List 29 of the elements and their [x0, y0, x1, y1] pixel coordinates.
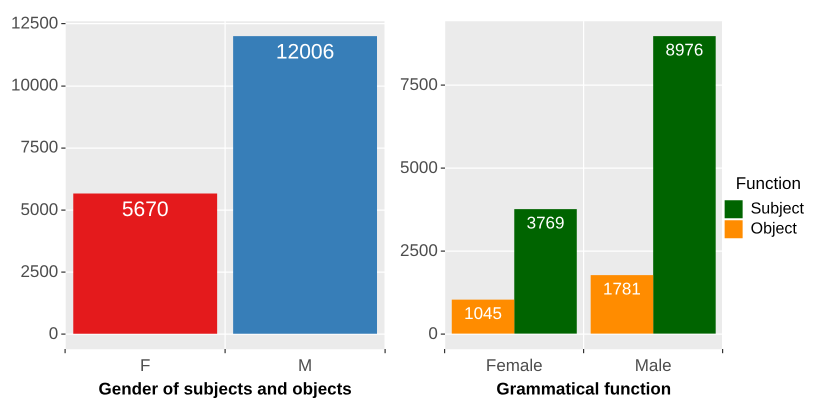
x-tick-label: Female — [486, 356, 543, 376]
y-tick-label: 5000 — [400, 158, 438, 177]
y-tick-label: 2500 — [20, 262, 58, 281]
bar — [590, 275, 654, 334]
bar — [653, 36, 716, 334]
y-tick-label: 0 — [428, 324, 438, 343]
data-label: 3769 — [526, 213, 564, 232]
x-axis-title: Grammatical function — [496, 379, 672, 398]
x-tick-label: Male — [634, 356, 672, 376]
y-tick-label: 12500 — [10, 14, 58, 33]
bar — [514, 209, 577, 334]
y-tick-label: 0 — [48, 324, 58, 343]
x-axis-title: Gender of subjects and objects — [98, 379, 352, 398]
y-tick-label: 7500 — [20, 138, 58, 157]
data-label: 8976 — [666, 40, 704, 60]
y-tick-label: 2500 — [400, 240, 438, 260]
y-tick-label: 7500 — [400, 74, 438, 94]
data-label: 12006 — [276, 40, 334, 64]
data-label: 5670 — [122, 198, 169, 221]
legend-label: Object — [750, 220, 798, 238]
bar — [452, 300, 514, 334]
data-label: 1045 — [464, 304, 502, 323]
y-tick-label: 10000 — [10, 76, 58, 95]
x-tick-label: F — [140, 356, 150, 376]
x-tick-label: M — [298, 356, 312, 376]
legend-title: Function — [736, 174, 801, 193]
legend-label: Subject — [750, 200, 805, 218]
y-tick-label: 5000 — [20, 200, 58, 219]
data-label: 1781 — [603, 279, 641, 298]
